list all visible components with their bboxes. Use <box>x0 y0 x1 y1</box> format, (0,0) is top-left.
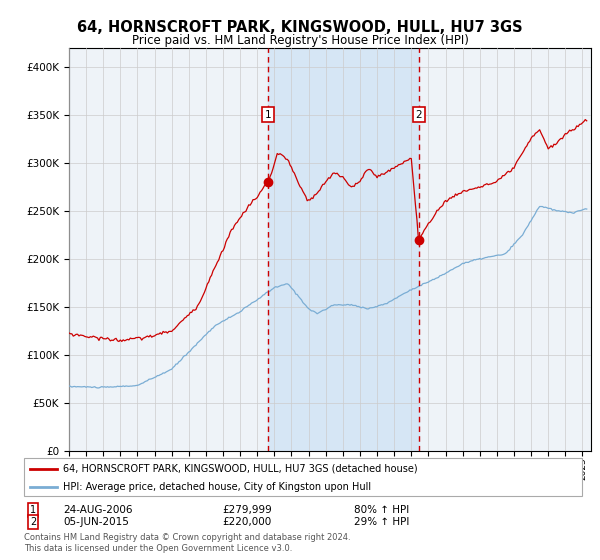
Bar <box>268 48 419 451</box>
Text: 1: 1 <box>265 110 272 120</box>
Text: Price paid vs. HM Land Registry's House Price Index (HPI): Price paid vs. HM Land Registry's House … <box>131 34 469 46</box>
Text: 2: 2 <box>415 110 422 120</box>
Text: 29% ↑ HPI: 29% ↑ HPI <box>354 517 409 527</box>
Text: 80% ↑ HPI: 80% ↑ HPI <box>354 505 409 515</box>
Text: £220,000: £220,000 <box>222 517 271 527</box>
Text: 64, HORNSCROFT PARK, KINGSWOOD, HULL, HU7 3GS (detached house): 64, HORNSCROFT PARK, KINGSWOOD, HULL, HU… <box>63 464 418 474</box>
Text: 64, HORNSCROFT PARK, KINGSWOOD, HULL, HU7 3GS: 64, HORNSCROFT PARK, KINGSWOOD, HULL, HU… <box>77 20 523 35</box>
Text: HPI: Average price, detached house, City of Kingston upon Hull: HPI: Average price, detached house, City… <box>63 482 371 492</box>
Text: £279,999: £279,999 <box>222 505 272 515</box>
Text: 24-AUG-2006: 24-AUG-2006 <box>63 505 133 515</box>
Text: 1: 1 <box>30 505 36 515</box>
Text: Contains HM Land Registry data © Crown copyright and database right 2024.
This d: Contains HM Land Registry data © Crown c… <box>24 533 350 553</box>
Text: 05-JUN-2015: 05-JUN-2015 <box>63 517 129 527</box>
Text: 2: 2 <box>30 517 36 527</box>
